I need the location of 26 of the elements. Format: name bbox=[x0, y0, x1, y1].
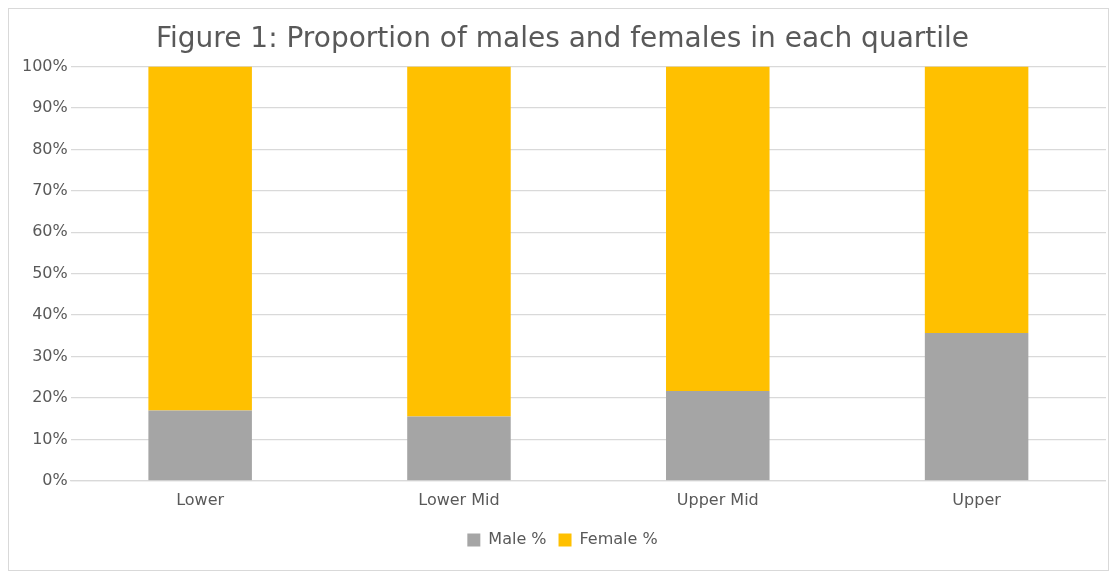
y-tick-label: 80% bbox=[32, 138, 68, 158]
y-tick-label: 100% bbox=[21, 55, 68, 75]
legend-label: Male % bbox=[488, 529, 547, 549]
y-tick-label: 60% bbox=[32, 221, 68, 241]
bar bbox=[407, 416, 511, 481]
x-tick-label: Upper Mid bbox=[676, 489, 759, 509]
x-tick-label: Upper bbox=[952, 489, 1002, 509]
y-tick-label: 70% bbox=[32, 180, 68, 200]
bar bbox=[666, 66, 770, 391]
y-tick-label: 30% bbox=[32, 345, 68, 365]
bar bbox=[924, 66, 1029, 333]
legend-label: Female % bbox=[579, 529, 658, 549]
chart-title: Figure 1: Proportion of males and females in each quartile bbox=[155, 21, 970, 55]
bar bbox=[666, 390, 770, 481]
y-tick-label: 10% bbox=[32, 428, 68, 448]
y-tick-label: 40% bbox=[32, 304, 68, 324]
bar bbox=[924, 332, 1029, 481]
y-tick-label: 90% bbox=[32, 97, 68, 117]
y-tick-label: 20% bbox=[32, 387, 68, 407]
y-tick-label: 50% bbox=[32, 262, 68, 282]
bar bbox=[148, 410, 252, 481]
x-tick-label: Lower bbox=[176, 489, 225, 509]
bar bbox=[148, 66, 252, 411]
x-tick-label: Lower Mid bbox=[418, 489, 500, 509]
y-tick-label: 0% bbox=[42, 469, 68, 489]
bar bbox=[407, 66, 511, 417]
